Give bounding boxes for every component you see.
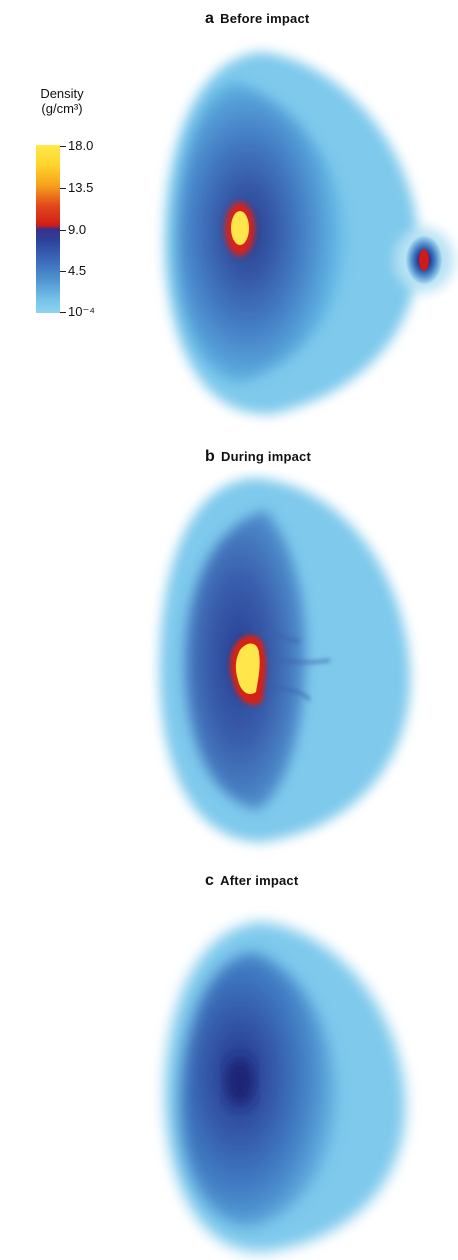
- panel-c-letter: c: [205, 872, 215, 889]
- target-mantle: [175, 82, 347, 382]
- colorbar-tick: [60, 271, 66, 272]
- colorbar-label: 4.5: [68, 263, 87, 278]
- colorbar-tick: [60, 188, 66, 189]
- panel-c-label: After impact: [220, 873, 299, 888]
- panel-b-title: b During impact: [205, 448, 311, 466]
- panel-c-title: c After impact: [205, 872, 298, 890]
- colorbar-tick: [60, 146, 66, 147]
- colorbar-tick: [60, 230, 66, 231]
- colorbar-label: 13.5: [68, 180, 94, 195]
- panel-b-letter: b: [205, 448, 215, 465]
- impactor-core: [419, 249, 429, 271]
- panel-a-label: Before impact: [220, 11, 310, 26]
- impact-debris: [257, 632, 331, 702]
- colorbar-label: 9.0: [68, 222, 87, 237]
- legend-title: Density: [40, 86, 84, 101]
- colorbar-label-min: 10⁻⁴: [68, 304, 95, 319]
- panel-b-label: During impact: [220, 449, 311, 464]
- density-colorbar: [36, 145, 60, 313]
- colorbar-tick: [60, 312, 66, 313]
- panel-a-letter: a: [205, 10, 215, 27]
- remnant-interior: [180, 952, 337, 1227]
- merged-core-inner: [235, 643, 260, 695]
- colorbar-label-max: 18.0: [68, 138, 94, 153]
- before-impact-simulation: [164, 52, 454, 415]
- panel-a-title: a Before impact: [205, 10, 309, 28]
- legend-units: (g/cm³): [41, 101, 83, 116]
- remnant-core: [226, 1058, 254, 1106]
- target-core-inner: [231, 211, 249, 245]
- during-impact-simulation: [159, 478, 411, 842]
- after-impact-simulation: [164, 922, 406, 1252]
